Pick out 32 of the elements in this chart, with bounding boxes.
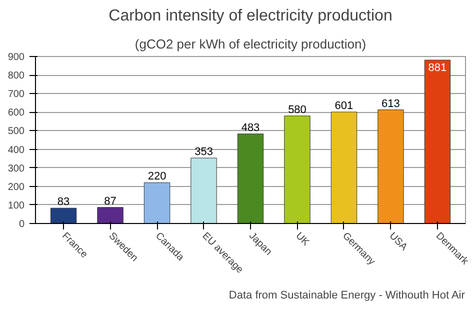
- data-label: 87: [104, 195, 116, 208]
- bar: [284, 116, 310, 224]
- data-label: 601: [334, 100, 354, 112]
- bar: [144, 182, 170, 224]
- bar: [190, 158, 217, 224]
- bar: [378, 110, 404, 224]
- data-label: 220: [148, 170, 166, 183]
- y-tick-label: 800: [8, 70, 25, 82]
- data-label: 483: [241, 122, 260, 134]
- y-tick-label: 300: [8, 163, 25, 174]
- y-tick-label: 400: [8, 144, 25, 156]
- data-label: 83: [57, 196, 70, 208]
- data-label: 613: [382, 98, 400, 110]
- y-tick-label: 700: [8, 89, 25, 100]
- chart-subtitle: (gCO2 per kWh of electricity production): [134, 36, 366, 52]
- y-tick-label: 100: [8, 200, 25, 212]
- x-tick-label: UK: [293, 230, 312, 248]
- bar: [237, 134, 264, 224]
- data-label: 353: [194, 146, 213, 158]
- data-label: 881: [428, 62, 447, 74]
- bar: [97, 207, 124, 224]
- data-label: 580: [288, 104, 306, 116]
- y-tick-label: 500: [8, 126, 25, 138]
- y-tick-label: 0: [18, 219, 25, 230]
- bar: [50, 208, 77, 224]
- bar: [330, 112, 358, 224]
- y-tick-label: 900: [8, 52, 25, 63]
- text: Data from Sustainable Energy - Withouth Hot Air: [228, 290, 466, 302]
- y-tick-label: 600: [8, 108, 25, 119]
- chart-title: Carbon intensity of electricity production: [108, 8, 392, 24]
- bar: [424, 60, 451, 224]
- y-tick-label: 200: [8, 182, 25, 193]
